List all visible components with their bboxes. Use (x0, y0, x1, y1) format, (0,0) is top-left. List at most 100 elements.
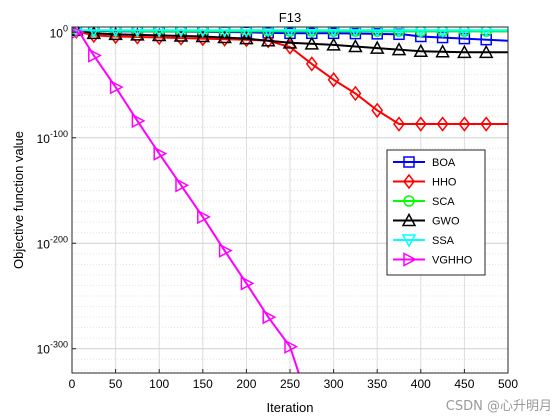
data-point-gwo (304, 36, 320, 50)
chart-title: F13 (279, 10, 301, 25)
data-point-ssa (262, 27, 275, 38)
data-point-gwo (239, 31, 254, 45)
data-point-hho (458, 116, 471, 132)
data-point-gwo (195, 28, 211, 43)
x-tick-label: 400 (411, 377, 431, 391)
data-point-ssa (284, 27, 296, 38)
data-point-ssa (131, 27, 144, 38)
data-point-vghho (72, 27, 85, 39)
y-tick-label: 100 (50, 23, 68, 40)
data-point-hho (349, 85, 362, 102)
data-point-hho (393, 116, 405, 132)
data-point-gwo (369, 40, 385, 54)
data-point-vghho (240, 276, 255, 291)
data-point-ssa (240, 27, 253, 38)
legend-marker-hho (403, 173, 415, 190)
data-point-ssa (393, 27, 405, 38)
data-point-gwo (457, 44, 472, 59)
x-tick-label: 450 (454, 377, 474, 391)
data-point-ssa (480, 27, 493, 38)
data-point-ssa (87, 27, 100, 38)
data-point-ssa (458, 27, 471, 38)
data-point-gwo (391, 42, 407, 56)
series-layer (72, 27, 508, 373)
data-point-vghho (88, 48, 102, 63)
data-point-gwo (326, 37, 341, 51)
data-point-ssa (218, 27, 231, 38)
data-point-gwo (260, 33, 276, 47)
y-tick-label: 10-200 (37, 234, 68, 251)
data-point-vghho (218, 243, 233, 258)
legend-label-boa: BOA (432, 157, 456, 169)
legend-label-hho: HHO (432, 177, 457, 189)
x-tick-label: 50 (109, 377, 123, 391)
x-tick-label: 250 (280, 377, 300, 391)
data-point-hho (436, 116, 449, 132)
data-point-hho (371, 102, 384, 119)
series-gwo (72, 27, 508, 59)
data-point-hho (305, 56, 318, 72)
data-point-hho (262, 32, 275, 49)
data-point-ssa (414, 27, 427, 38)
data-point-boa (436, 31, 449, 44)
series-line-vghho (72, 29, 300, 373)
data-point-vghho (175, 177, 190, 193)
y-axis-label: Objective function value (11, 131, 26, 269)
x-tick-label: 300 (324, 377, 344, 391)
legend-marker-ssa (401, 234, 417, 248)
series-ssa (72, 27, 508, 38)
data-point-ssa (327, 27, 340, 38)
data-point-vghho (109, 79, 124, 95)
data-point-gwo (130, 27, 145, 41)
x-tick-label: 100 (149, 377, 169, 391)
data-point-gwo (478, 44, 494, 59)
data-point-ssa (349, 27, 362, 38)
data-point-gwo (108, 27, 123, 41)
data-point-ssa (371, 27, 384, 38)
data-point-gwo (217, 29, 232, 44)
data-point-ssa (109, 27, 122, 38)
data-point-hho (480, 116, 493, 132)
x-tick-label: 350 (367, 377, 387, 391)
data-point-ssa (175, 27, 187, 38)
data-point-gwo (435, 44, 450, 58)
data-point-hho (284, 39, 296, 55)
data-point-ssa (436, 27, 449, 38)
data-point-vghho (153, 146, 168, 161)
x-tick-label: 150 (193, 377, 213, 391)
x-axis-label: Iteration (267, 400, 314, 415)
legend: BOA HHO SCA GWO SSA VGHHO (386, 149, 486, 276)
data-point-ssa (153, 27, 166, 38)
data-point-boa (458, 32, 471, 45)
legend-marker-boa (403, 156, 415, 168)
ticks: 0 50 100 150 200 250 300 350 400 450 500 100 10-100 1… (37, 23, 519, 391)
data-point-hho (414, 116, 427, 132)
data-point-vghho (262, 309, 277, 325)
data-point-gwo (413, 43, 429, 58)
data-point-gwo (86, 27, 102, 40)
y-tick-label: 10-100 (37, 129, 68, 146)
legend-marker-gwo (401, 212, 417, 227)
legend-marker-vghho (403, 252, 418, 267)
data-point-gwo (173, 28, 189, 42)
data-point-hho (327, 72, 340, 88)
x-tick-label: 500 (498, 377, 518, 391)
legend-label-sca: SCA (432, 196, 455, 208)
series-vghho (72, 27, 300, 373)
x-tick-label: 200 (236, 377, 256, 391)
data-point-vghho (131, 113, 146, 129)
y-tick-label: 10-300 (37, 340, 68, 357)
data-point-gwo (348, 38, 363, 53)
data-point-ssa (305, 27, 318, 38)
legend-label-ssa: SSA (432, 235, 455, 247)
data-point-gwo (151, 27, 167, 42)
legend-label-gwo: GWO (432, 216, 460, 228)
data-point-ssa (196, 27, 209, 38)
legend-label-vghho: VGHHO (432, 255, 473, 267)
data-point-gwo (282, 35, 298, 49)
x-tick-label: 0 (69, 377, 76, 391)
data-point-vghho (197, 209, 211, 225)
legend-marker-sca (403, 195, 415, 207)
data-point-vghho (284, 339, 299, 354)
